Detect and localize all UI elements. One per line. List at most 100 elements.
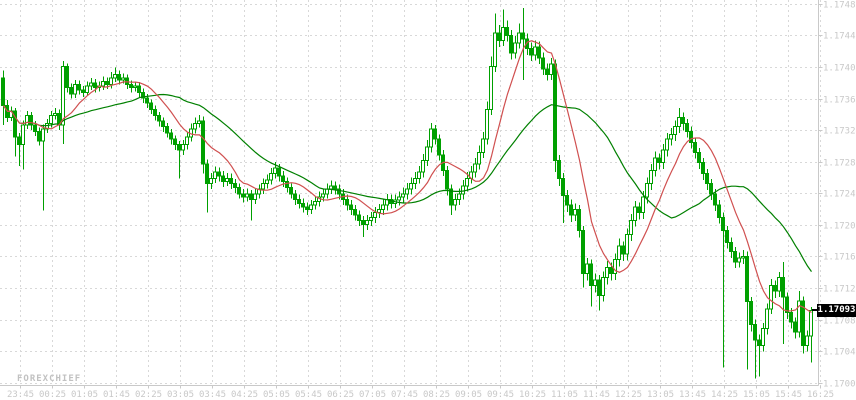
candle [333, 181, 337, 195]
candle-body-bull [513, 42, 517, 54]
candle [657, 153, 661, 170]
candle-body-bear [717, 204, 721, 218]
candle-body-bull [605, 266, 609, 279]
x-axis-label: 09:05 [455, 390, 482, 400]
candle-body-bear [793, 321, 797, 333]
x-axis-label: 14:25 [711, 390, 738, 400]
candle [701, 157, 705, 180]
candle-body-bear [709, 183, 713, 195]
candle-body-bull [473, 163, 477, 173]
candle-body-bear [789, 312, 793, 323]
candle-body-bear [145, 97, 149, 104]
candle-body-bull [653, 157, 657, 171]
y-axis-label: 1.17202 [823, 222, 856, 232]
candle-body-bull [261, 183, 265, 190]
candle-body-bull [549, 63, 553, 75]
candle-body-bull [765, 308, 769, 329]
candle-body-bear [129, 83, 133, 89]
candle [41, 124, 45, 211]
candle [693, 137, 697, 159]
candle [289, 183, 293, 199]
candle-body-bull [465, 177, 469, 187]
candle-body-bear [689, 130, 693, 143]
candle-body-bear [637, 206, 641, 214]
candle-body-bull [25, 115, 29, 126]
candle-body-bull [325, 188, 329, 195]
candle-body-bear [449, 188, 453, 206]
x-axis-label: 05:05 [263, 390, 290, 400]
grid-lines [0, 0, 821, 386]
candle [181, 139, 185, 155]
x-axis-label: 04:25 [231, 390, 258, 400]
candle [449, 184, 453, 215]
candle [185, 132, 189, 150]
candle [681, 112, 685, 131]
candle [605, 261, 609, 285]
y-axis-label: 1.17364 [823, 96, 856, 106]
candle [213, 166, 217, 183]
candle [345, 194, 349, 211]
candle-body-bull [21, 124, 25, 146]
candle [297, 194, 301, 209]
y-axis-label: 1.17283 [823, 159, 856, 169]
candle-body-bull [645, 183, 649, 198]
candle [705, 168, 709, 190]
candle [537, 41, 541, 65]
candle [85, 81, 89, 97]
x-axis-label: 09:45 [487, 390, 514, 400]
candle-body-bear [497, 32, 501, 42]
candle [461, 179, 465, 200]
candle [9, 106, 13, 122]
candle [325, 183, 329, 199]
candle [745, 251, 749, 370]
x-axis-label: 07:45 [391, 390, 418, 400]
candle-body-bull [741, 255, 745, 259]
candle [329, 180, 333, 194]
candle-body-bull [133, 85, 137, 89]
candle-body-bear [105, 80, 109, 85]
candle-body-bull [533, 46, 537, 56]
candle [53, 107, 57, 120]
candle-body-bear [141, 91, 145, 99]
candle [301, 198, 305, 213]
candle [653, 151, 657, 177]
candle-body-bear [17, 136, 21, 146]
candle [593, 273, 597, 293]
candle-body-bull [625, 234, 629, 255]
candle-body-bull [197, 120, 201, 125]
candle [1, 70, 5, 126]
candle [565, 189, 569, 212]
candle [697, 147, 701, 169]
candle-body-bear [433, 128, 437, 140]
candle [89, 78, 93, 90]
candle-body-bear [249, 193, 253, 200]
candle [417, 165, 421, 184]
candle [513, 36, 517, 59]
candle [241, 189, 245, 203]
candle-body-bull [461, 185, 465, 195]
y-axis-label: 1.17122 [823, 285, 856, 295]
candle [421, 154, 425, 178]
candle [637, 202, 641, 220]
candle [713, 189, 717, 212]
candle [569, 199, 573, 223]
candle-body-bear [541, 57, 545, 70]
candle-body-bear [233, 183, 237, 189]
candle [193, 117, 197, 134]
candle [113, 67, 117, 83]
candle [349, 200, 353, 215]
x-axis-label: 13:05 [647, 390, 674, 400]
candle [21, 120, 25, 170]
candle [61, 61, 65, 144]
candle [629, 214, 633, 241]
candle [633, 200, 637, 227]
candle [473, 157, 477, 178]
candle-body-bear [337, 188, 341, 195]
candle [237, 183, 241, 199]
y-axis-label: 1.17000 [823, 380, 856, 390]
candle-body-bear [437, 138, 441, 156]
candle-body-bear [801, 300, 805, 346]
candle-body-bear [589, 263, 593, 286]
